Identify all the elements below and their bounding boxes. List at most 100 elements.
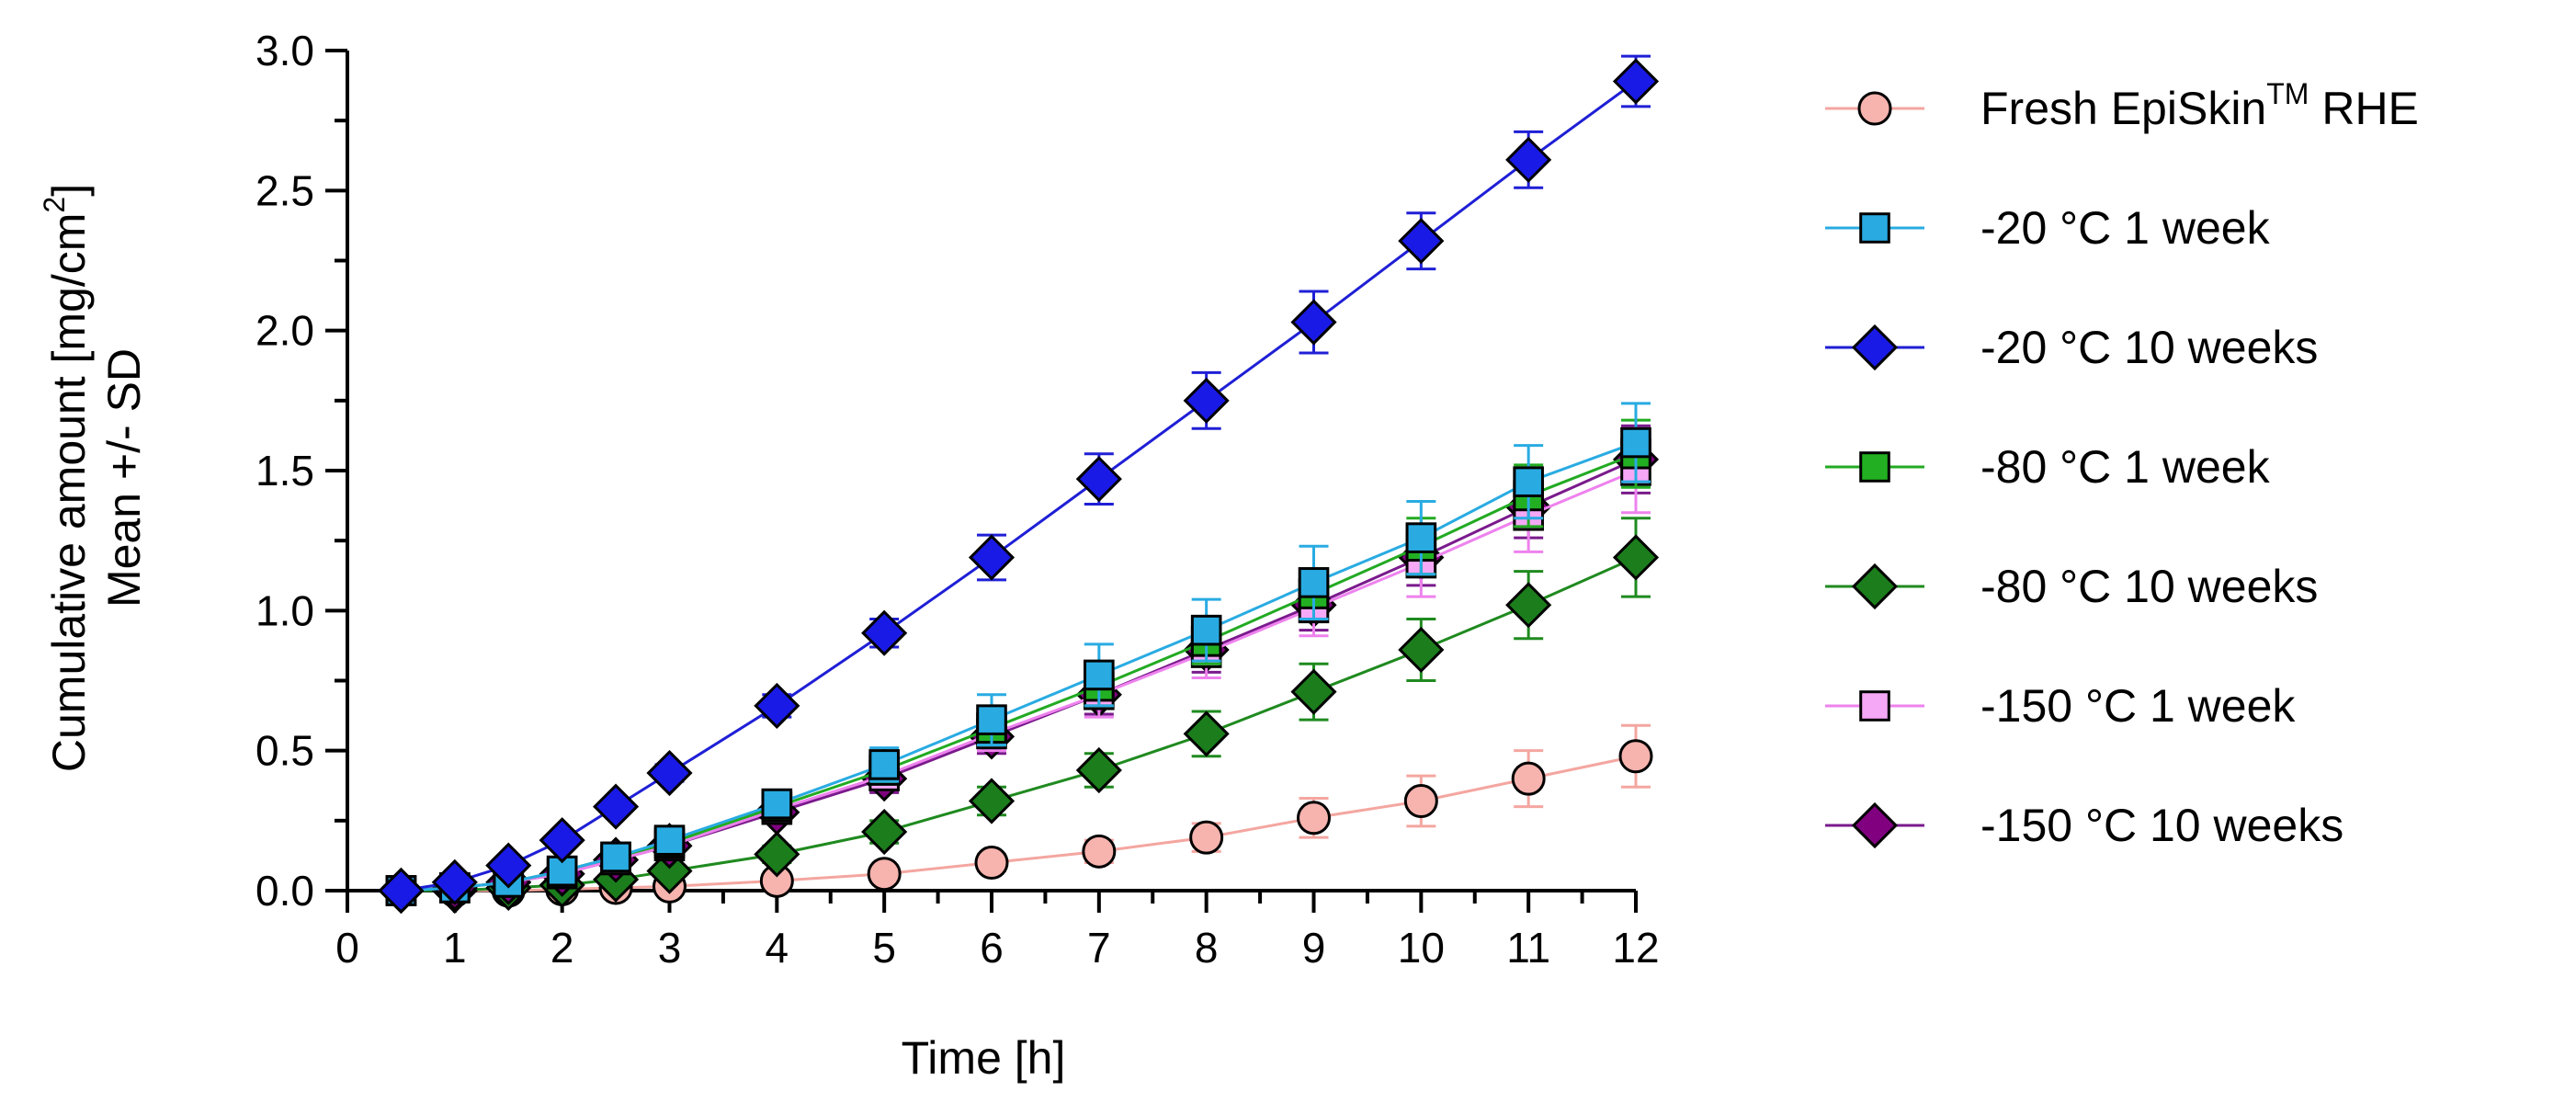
data-point — [1398, 218, 1445, 265]
data-point — [754, 831, 800, 878]
data-point — [646, 749, 693, 797]
legend-label: -150 °C 1 week — [1980, 680, 2296, 732]
data-point — [1183, 710, 1230, 757]
data-point — [1298, 567, 1330, 598]
legend-item-2: -20 °C 10 weeks — [1825, 322, 2318, 373]
legend-label: -80 °C 1 week — [1980, 441, 2271, 493]
data-point — [968, 778, 1016, 824]
series-line — [401, 80, 1637, 892]
y-tick-label: 3.0 — [255, 27, 314, 74]
legend-marker — [1851, 563, 1899, 610]
data-point — [1505, 136, 1552, 183]
axes: 0 1 2 3 4 5 6 7 8 9 10 11 120.00.51.01.52.02.53.0 — [255, 27, 1660, 972]
legend-label-text: -150 °C 1 week — [1980, 680, 2296, 732]
x-tick-label: 6 — [980, 924, 1004, 972]
data-point — [485, 842, 532, 889]
y-axis-title-line1: Cumulative amount [mg/cm2] — [38, 184, 95, 772]
data-point — [974, 846, 1009, 881]
x-tick-label: 7 — [1087, 924, 1111, 972]
data-point — [761, 788, 793, 820]
data-point — [1183, 377, 1230, 424]
data-point — [867, 857, 902, 892]
data-point — [1398, 626, 1445, 674]
data-point — [1075, 456, 1122, 503]
y-axis-title-prefix: Cumulative amount [mg/cm — [43, 213, 95, 773]
x-tick-label: 1 — [443, 924, 467, 972]
legend-label-text: Fresh EpiSkin — [1980, 83, 2266, 134]
y-axis-title-suffix: ] — [43, 184, 95, 197]
x-tick-label: 4 — [766, 924, 789, 972]
data-point — [1620, 426, 1651, 459]
data-point — [1618, 739, 1653, 774]
legend-item-3: -80 °C 1 week — [1825, 441, 2271, 493]
legend-marker — [1857, 91, 1892, 126]
x-tick-label: 9 — [1302, 924, 1326, 972]
legend-marker — [1859, 212, 1890, 244]
legend-label-text: -80 °C 1 week — [1980, 441, 2271, 493]
data-point — [1405, 522, 1437, 553]
legend-item-6: -150 °C 10 weeks — [1825, 800, 2343, 851]
legend-label-text: -80 °C 10 weeks — [1980, 561, 2318, 612]
legend-label-text: -20 °C 10 weeks — [1980, 322, 2318, 373]
legend-item-0: Fresh EpiSkinTM RHE — [1825, 77, 2419, 134]
y-tick-label: 0.5 — [255, 727, 314, 775]
series-1 — [385, 402, 1651, 906]
y-tick-label: 0.0 — [255, 867, 314, 915]
data-point — [431, 858, 478, 905]
data-point — [1190, 614, 1222, 646]
data-point — [1403, 784, 1438, 819]
legend-label: Fresh EpiSkinTM RHE — [1980, 77, 2419, 134]
data-point — [868, 749, 900, 780]
data-point — [539, 817, 585, 864]
legend-item-1: -20 °C 1 week — [1825, 202, 2271, 254]
data-point — [1290, 668, 1337, 715]
data-point — [968, 534, 1016, 581]
data-point — [653, 824, 686, 856]
legend-item-4: -80 °C 10 weeks — [1825, 561, 2318, 612]
x-tick-label: 2 — [550, 924, 574, 972]
data-point — [1189, 820, 1224, 855]
legend-label: -20 °C 10 weeks — [1980, 322, 2318, 373]
series-4 — [378, 517, 1660, 915]
legend-label: -20 °C 1 week — [1980, 202, 2271, 254]
data-point — [378, 867, 425, 915]
y-tick-label: 2.5 — [255, 166, 314, 214]
data-point — [1513, 466, 1544, 497]
data-point — [1297, 801, 1331, 836]
data-point — [600, 841, 631, 873]
legend-label: -80 °C 10 weeks — [1980, 561, 2318, 612]
data-point — [593, 783, 640, 830]
data-point — [1612, 534, 1660, 581]
legend-marker — [1859, 690, 1890, 722]
legend-label: -150 °C 10 weeks — [1980, 800, 2343, 851]
legend-item-5: -150 °C 1 week — [1825, 680, 2296, 732]
y-tick-label: 1.0 — [255, 586, 314, 634]
x-tick-label: 11 — [1506, 924, 1550, 972]
x-tick-label: 3 — [658, 924, 682, 972]
x-tick-label: 12 — [1612, 924, 1659, 972]
y-axis-title-superscript: 2 — [38, 197, 71, 213]
legend: Fresh EpiSkinTM RHE -20 °C 1 week -20 °C 1… — [1825, 77, 2419, 851]
legend-label-text: -20 °C 1 week — [1980, 202, 2271, 254]
data-point — [1511, 761, 1546, 796]
x-tick-label: 8 — [1195, 924, 1219, 972]
x-axis-title: Time [h] — [902, 1032, 1066, 1084]
legend-label-text: -150 °C 10 weeks — [1980, 800, 2343, 851]
series-line — [401, 441, 1637, 892]
data-point — [861, 808, 908, 856]
data-point — [1075, 746, 1122, 794]
data-point — [1505, 582, 1552, 629]
data-point — [1290, 299, 1337, 346]
y-tick-label: 2.0 — [255, 307, 314, 355]
series-layer — [378, 54, 1660, 915]
legend-label-superscript: TM — [2266, 77, 2309, 110]
x-tick-label: 5 — [872, 924, 896, 972]
data-point — [861, 609, 908, 656]
series-2 — [378, 54, 1660, 915]
legend-marker — [1859, 451, 1890, 483]
data-point — [754, 682, 800, 729]
data-point — [976, 704, 1007, 735]
data-point — [1082, 834, 1117, 869]
data-point — [1612, 58, 1660, 105]
